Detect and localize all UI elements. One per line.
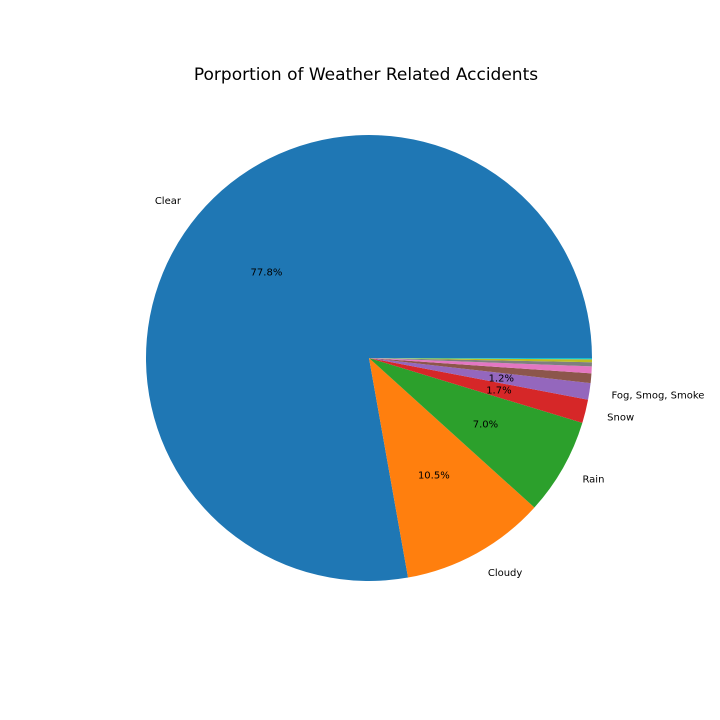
- pie-slice-other-8: [369, 358, 592, 363]
- pct-label-fog-smog-smoke: 1.2%: [489, 374, 514, 385]
- slice-label-cloudy: Cloudy: [488, 568, 523, 579]
- pie-slice-other-5: [369, 358, 592, 384]
- pie-slice-other-7: [369, 358, 592, 367]
- pie-slice-other-6: [369, 358, 592, 374]
- pie-labels: Clear 77.8% Cloudy 10.5% Rain 7.0% Snow 1.7% Fog…: [155, 196, 705, 579]
- pie-slices: [146, 135, 593, 582]
- pie-slice-rain: [369, 358, 583, 508]
- pie-slice-snow: [369, 358, 589, 423]
- pct-label-snow: 1.7%: [486, 386, 511, 397]
- pct-label-clear: 77.8%: [251, 268, 283, 279]
- pct-label-cloudy: 10.5%: [418, 471, 450, 482]
- slice-label-rain: Rain: [582, 474, 604, 485]
- pie-slice-other-9: [369, 358, 593, 360]
- pie-slice-cloudy: [369, 358, 535, 578]
- slice-label-fog-smog-smoke: Fog, Smog, Smoke: [612, 390, 705, 401]
- chart-title: Porportion of Weather Related Accidents: [194, 65, 538, 85]
- slice-label-clear: Clear: [155, 196, 182, 207]
- pie-slice-clear: [146, 135, 592, 582]
- slice-label-snow: Snow: [607, 412, 634, 423]
- pie-slice-fog-smog-smoke: [369, 358, 591, 400]
- pct-label-rain: 7.0%: [473, 419, 498, 430]
